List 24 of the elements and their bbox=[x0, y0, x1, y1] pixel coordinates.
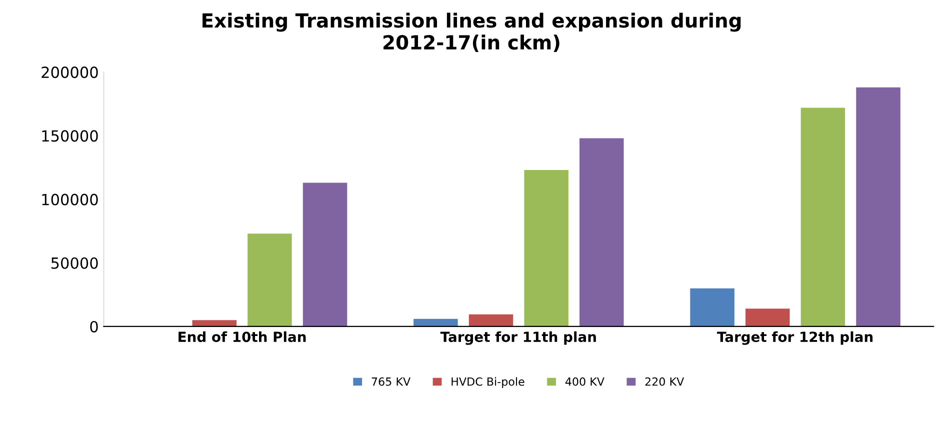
bar bbox=[580, 138, 624, 326]
bar bbox=[745, 308, 790, 326]
bar bbox=[414, 318, 458, 326]
x-tick-label: Target for 12th plan bbox=[717, 331, 873, 345]
bar bbox=[856, 87, 900, 326]
legend-label: 765 KV bbox=[372, 377, 410, 386]
y-tick-label: 0 bbox=[90, 320, 98, 332]
bar bbox=[468, 314, 514, 326]
y-tick-label: 200000 bbox=[42, 66, 98, 78]
legend-label: 400 KV bbox=[565, 377, 604, 386]
bar bbox=[192, 320, 237, 326]
x-tick-label: End of 10th Plan bbox=[178, 331, 306, 342]
x-tick-label: Target for 11th plan bbox=[440, 331, 596, 345]
y-tick-label: 100000 bbox=[42, 194, 98, 206]
bar bbox=[524, 170, 568, 326]
bar bbox=[690, 288, 734, 326]
legend-label: 220 KV bbox=[645, 377, 684, 386]
chart-title: Existing Transmission lines and expansion during 2012-17(in ckm) bbox=[202, 12, 741, 52]
bar bbox=[248, 234, 292, 326]
bar bbox=[800, 108, 846, 326]
bar bbox=[302, 182, 348, 326]
legend-label: HVDC Bi-pole bbox=[452, 377, 524, 388]
y-tick-label: 150000 bbox=[42, 130, 98, 142]
y-tick-label: 50000 bbox=[51, 257, 98, 269]
